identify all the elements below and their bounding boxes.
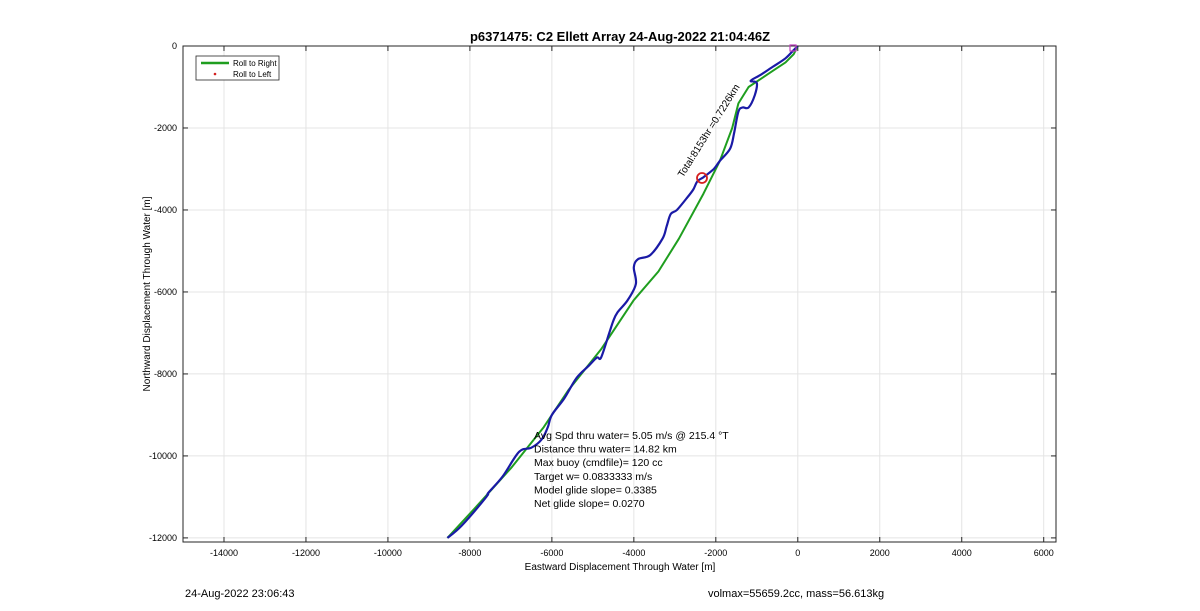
x-tick-label: -2000	[704, 548, 727, 558]
x-tick-label: -10000	[374, 548, 402, 558]
x-axis-label: Eastward Displacement Through Water [m]	[525, 562, 716, 573]
y-tick-label: 0	[172, 41, 177, 51]
y-axis-label: Northward Displacement Through Water [m]	[142, 196, 153, 391]
marker-circle	[696, 172, 708, 184]
x-tick-label: -4000	[622, 548, 645, 558]
stats-line: Target w= 0.0833333 m/s	[534, 471, 652, 483]
y-tick-label: -8000	[154, 369, 177, 379]
axes: -14000 -12000 -10000 -8000 -6000 -4000 -2000 0 2…	[149, 41, 1056, 558]
series-roll-right-line	[446, 45, 799, 539]
x-tick-label: -8000	[458, 548, 481, 558]
y-tick-label: -10000	[149, 451, 177, 461]
x-tick-label: 4000	[952, 548, 972, 558]
grid-lines	[183, 45, 1056, 542]
y-tick-label: -4000	[154, 205, 177, 215]
x-tick-label: 2000	[870, 548, 890, 558]
stats-line: Distance thru water= 14.82 km	[534, 444, 677, 456]
legend-label-roll-right: Roll to Right	[233, 59, 277, 68]
stats-line: Net glide slope= 0.0270	[534, 498, 645, 510]
x-tick-label: 0	[795, 548, 800, 558]
y-tick-label: -12000	[149, 533, 177, 543]
x-tick-label: -12000	[292, 548, 320, 558]
start-marker	[789, 44, 797, 52]
x-tick-label: -14000	[210, 548, 238, 558]
footer-timestamp: 24-Aug-2022 23:06:43	[185, 588, 295, 600]
stats-line: Max buoy (cmdfile)= 120 cc	[534, 457, 663, 469]
plot-area	[183, 46, 1056, 542]
legend-label-roll-left: Roll to Left	[233, 70, 272, 79]
stats-line: Avg Spd thru water= 5.05 m/s @ 215.4 °T	[534, 430, 729, 442]
legend: Roll to Right Roll to Left	[195, 55, 280, 81]
y-tick-label: -2000	[154, 123, 177, 133]
series-track-line	[446, 45, 799, 539]
plot-frame	[182, 45, 1057, 543]
chart-title: p6371475: C2 Ellett Array 24-Aug-2022 21…	[470, 29, 770, 44]
legend-box	[195, 55, 280, 81]
x-tick-label: 6000	[1034, 548, 1054, 558]
stats-line: Model glide slope= 0.3385	[534, 484, 657, 496]
footer-vol-mass: volmax=55659.2cc, mass=56.613kg	[708, 588, 885, 600]
x-tick-label: -6000	[540, 548, 563, 558]
series-layer	[446, 45, 799, 539]
stats-block: Avg Spd thru water= 5.05 m/s @ 215.4 °T D…	[534, 430, 729, 510]
legend-swatch-roll-left	[213, 72, 217, 76]
y-tick-label: -6000	[154, 287, 177, 297]
